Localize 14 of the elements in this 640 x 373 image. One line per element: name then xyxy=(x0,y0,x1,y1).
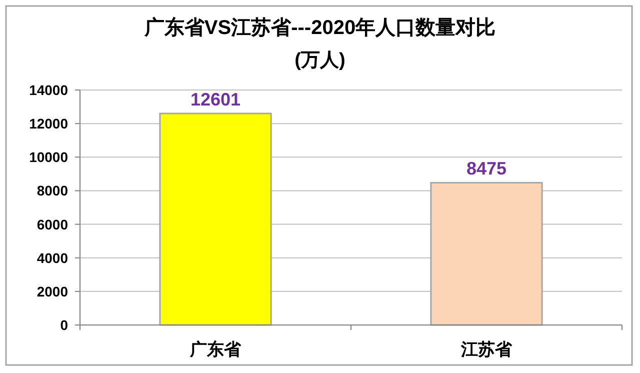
y-tick-label: 2000 xyxy=(36,283,68,300)
y-tick-label: 10000 xyxy=(29,149,68,166)
x-tick-label: 广东省 xyxy=(189,340,242,359)
y-tick-label: 6000 xyxy=(36,216,68,232)
data-label: 12601 xyxy=(190,89,241,110)
y-tick-label: 4000 xyxy=(36,250,68,266)
chart-title: 广东省VS江苏省---2020年人口数量对比 xyxy=(143,16,496,39)
y-tick-label: 12000 xyxy=(29,116,68,132)
chart-subtitle: (万人) xyxy=(294,50,346,71)
y-tick-label: 0 xyxy=(60,317,68,333)
x-tick-label: 江苏省 xyxy=(460,340,513,359)
y-tick-label: 14000 xyxy=(29,82,68,98)
y-tick-label: 8000 xyxy=(36,182,68,199)
data-label: 8475 xyxy=(466,158,507,179)
